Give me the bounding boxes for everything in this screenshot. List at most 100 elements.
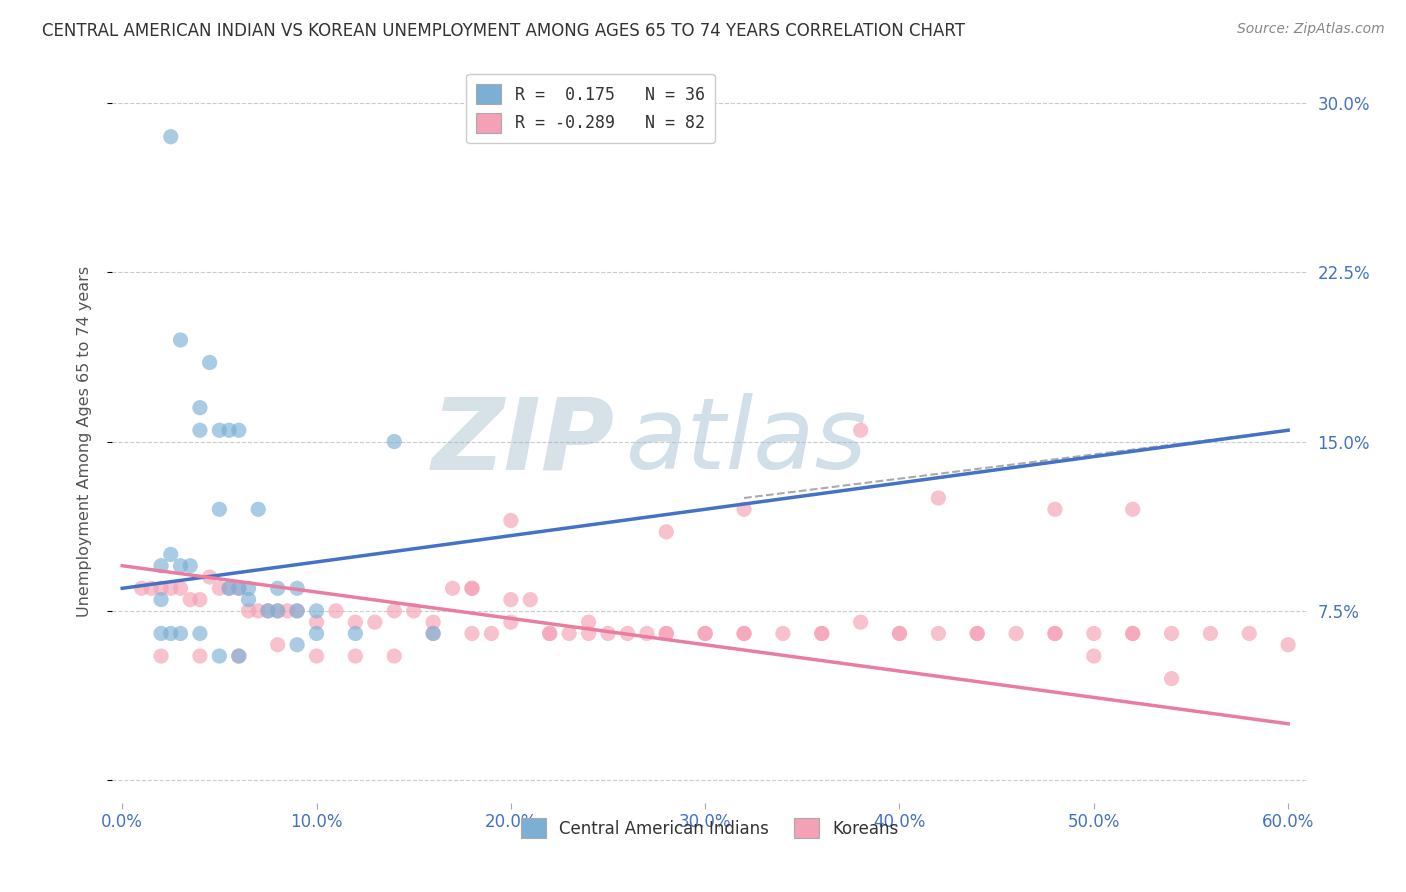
Point [159, 548, 181, 562]
Text: ZIP: ZIP [432, 393, 614, 490]
Point [238, 604, 260, 618]
Point [1122, 626, 1144, 640]
Point [218, 423, 240, 437]
Point [1122, 626, 1144, 640]
Point [208, 648, 231, 663]
Point [285, 604, 308, 618]
Point [208, 502, 231, 516]
Point [422, 626, 444, 640]
Point [461, 626, 484, 640]
Point [257, 604, 280, 618]
Point [228, 582, 250, 596]
Point [218, 582, 240, 596]
Point [179, 592, 201, 607]
Point [1043, 626, 1066, 640]
Point [1043, 502, 1066, 516]
Point [169, 582, 191, 596]
Point [150, 592, 173, 607]
Point [966, 626, 988, 640]
Point [188, 592, 211, 607]
Point [344, 648, 367, 663]
Point [266, 604, 288, 618]
Point [198, 570, 221, 584]
Point [1005, 626, 1028, 640]
Point [499, 615, 522, 630]
Point [382, 648, 405, 663]
Legend: Central American Indians, Koreans: Central American Indians, Koreans [515, 812, 905, 845]
Point [849, 423, 872, 437]
Point [636, 626, 658, 640]
Point [538, 626, 561, 640]
Point [169, 626, 191, 640]
Point [305, 615, 328, 630]
Point [238, 592, 260, 607]
Point [305, 604, 328, 618]
Text: atlas: atlas [627, 393, 868, 490]
Point [266, 582, 288, 596]
Point [305, 626, 328, 640]
Point [1199, 626, 1222, 640]
Point [247, 502, 270, 516]
Point [889, 626, 911, 640]
Point [578, 626, 600, 640]
Point [1122, 502, 1144, 516]
Point [228, 423, 250, 437]
Point [578, 615, 600, 630]
Point [733, 502, 755, 516]
Point [927, 626, 949, 640]
Point [305, 648, 328, 663]
Point [285, 582, 308, 596]
Point [1083, 626, 1105, 640]
Point [461, 582, 484, 596]
Point [159, 582, 181, 596]
Point [150, 626, 173, 640]
Point [441, 582, 464, 596]
Point [616, 626, 638, 640]
Point [257, 604, 280, 618]
Point [655, 626, 678, 640]
Point [238, 582, 260, 596]
Point [461, 582, 484, 596]
Point [131, 582, 153, 596]
Point [695, 626, 717, 640]
Point [150, 648, 173, 663]
Point [285, 604, 308, 618]
Point [179, 558, 201, 573]
Point [285, 638, 308, 652]
Point [695, 626, 717, 640]
Point [169, 333, 191, 347]
Point [188, 423, 211, 437]
Point [596, 626, 619, 640]
Y-axis label: Unemployment Among Ages 65 to 74 years: Unemployment Among Ages 65 to 74 years [77, 266, 91, 617]
Point [382, 604, 405, 618]
Point [276, 604, 298, 618]
Point [1239, 626, 1261, 640]
Point [1083, 648, 1105, 663]
Point [422, 615, 444, 630]
Point [810, 626, 832, 640]
Point [519, 592, 541, 607]
Point [849, 615, 872, 630]
Point [772, 626, 794, 640]
Point [188, 648, 211, 663]
Point [325, 604, 347, 618]
Point [228, 648, 250, 663]
Point [159, 129, 181, 144]
Point [1160, 672, 1182, 686]
Point [364, 615, 387, 630]
Point [481, 626, 503, 640]
Point [1277, 638, 1299, 652]
Point [266, 638, 288, 652]
Point [228, 582, 250, 596]
Point [247, 604, 270, 618]
Point [538, 626, 561, 640]
Point [499, 592, 522, 607]
Point [889, 626, 911, 640]
Point [169, 558, 191, 573]
Point [266, 604, 288, 618]
Point [1160, 626, 1182, 640]
Point [927, 491, 949, 505]
Point [733, 626, 755, 640]
Point [141, 582, 163, 596]
Point [198, 355, 221, 369]
